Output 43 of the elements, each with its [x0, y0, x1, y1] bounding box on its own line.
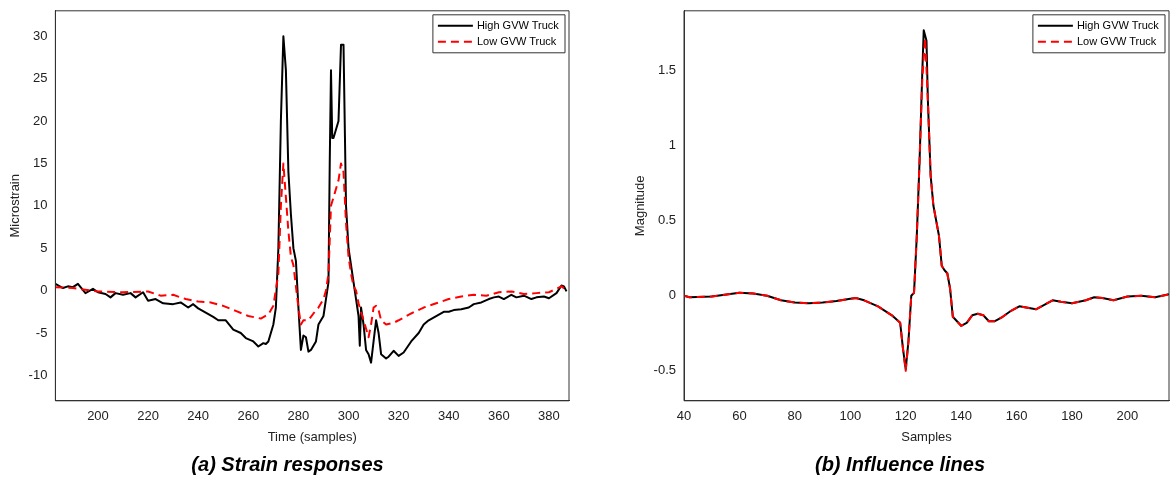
legend-label: Low GVW Truck — [1076, 34, 1157, 47]
y-tick-label: -10 — [28, 366, 48, 382]
y-tick-label: 30 — [32, 27, 48, 43]
x-tick-label: 280 — [287, 408, 310, 424]
text: (b) Influence lines — [814, 452, 986, 475]
y-tick-label: 5 — [40, 239, 48, 255]
x-tick-label: 100 — [839, 408, 862, 424]
y-axis-title: Microstrain — [7, 174, 23, 238]
legend-label: High GVW Truck — [1076, 18, 1160, 31]
x-tick-label: 220 — [137, 408, 159, 424]
y-tick-label: 25 — [32, 70, 48, 86]
text: (a) Strain responses — [191, 452, 384, 475]
y-tick-label: 0.5 — [657, 212, 676, 228]
x-tick-label: 240 — [187, 408, 210, 424]
x-axis-title: Samples — [901, 428, 953, 444]
x-tick-label: 320 — [387, 408, 410, 424]
x-tick-label: 200 — [87, 408, 109, 424]
y-axis-title: Magnitude — [632, 175, 648, 237]
y-tick-label: -5 — [35, 324, 48, 340]
x-tick-label: 200 — [1116, 408, 1139, 424]
x-tick-label: 260 — [237, 408, 260, 424]
y-tick-label: -0.5 — [653, 362, 676, 378]
y-tick-label: 0 — [40, 282, 48, 298]
x-tick-label: 300 — [337, 408, 360, 424]
x-tick-label: 140 — [950, 408, 972, 424]
y-tick-label: 1.5 — [657, 62, 676, 78]
x-tick-label: 380 — [538, 408, 560, 424]
legend-label: High GVW Truck — [476, 18, 560, 31]
x-tick-label: 60 — [732, 408, 747, 424]
y-tick-label: 0 — [668, 287, 676, 303]
y-tick-label: 10 — [32, 197, 48, 213]
x-tick-label: 340 — [437, 408, 460, 424]
y-tick-label: 20 — [32, 112, 48, 128]
x-tick-label: 80 — [787, 408, 803, 424]
y-tick-label: 15 — [32, 154, 48, 170]
x-tick-label: 180 — [1061, 408, 1083, 424]
x-axis-title: Time (samples) — [267, 428, 357, 444]
x-tick-label: 360 — [488, 408, 510, 424]
x-tick-label: 120 — [894, 408, 917, 424]
x-tick-label: 160 — [1005, 408, 1028, 424]
y-tick-label: 1 — [668, 137, 676, 153]
x-tick-label: 40 — [676, 408, 692, 424]
legend-label: Low GVW Truck — [476, 34, 557, 47]
